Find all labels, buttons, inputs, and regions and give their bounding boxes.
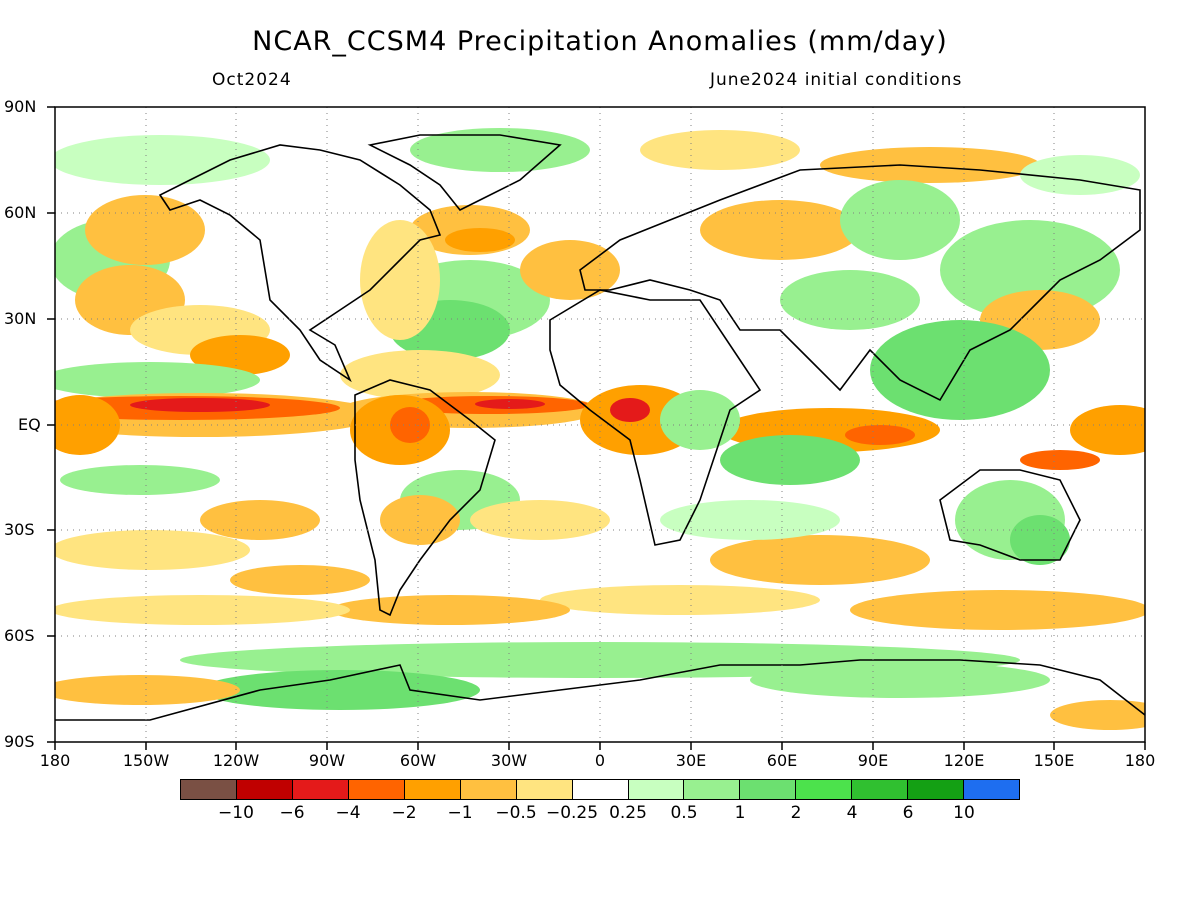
- lon-label: 180: [1124, 751, 1156, 770]
- colorbar-label: 0.25: [609, 803, 647, 823]
- colorbar-label: 10: [953, 803, 975, 823]
- colorbar-swatch: [628, 780, 685, 799]
- colorbar-swatch: [684, 780, 741, 799]
- lat-label: 90N: [4, 97, 37, 116]
- colorbar-label: 6: [902, 803, 914, 823]
- colorbar-label: −4: [335, 803, 361, 823]
- colorbar-swatch: [908, 780, 965, 799]
- lon-label: 60W: [399, 751, 437, 770]
- colorbar-swatch: [796, 780, 853, 799]
- colorbar-swatch: [404, 780, 461, 799]
- lon-label: 120E: [943, 751, 985, 770]
- colorbar-label: 1: [734, 803, 746, 823]
- colorbar-label: −6: [279, 803, 305, 823]
- map-title: NCAR_CCSM4 Precipitation Anomalies (mm/d…: [252, 26, 948, 57]
- lat-label: 30N: [4, 309, 37, 328]
- tick-marks: [47, 106, 1146, 750]
- lon-label: 0: [594, 751, 606, 770]
- colorbar-swatch: [181, 780, 237, 799]
- colorbar-swatch: [852, 780, 909, 799]
- colorbar-label: −10: [218, 803, 254, 823]
- colorbar-swatch: [740, 780, 797, 799]
- colorbar-label: −1: [447, 803, 473, 823]
- lat-label: 30S: [4, 520, 35, 539]
- colorbar-swatch: [572, 780, 629, 799]
- lon-label: 180: [39, 751, 71, 770]
- lon-label: 30E: [675, 751, 707, 770]
- colorbar: [180, 779, 1020, 800]
- lon-label: 90E: [857, 751, 889, 770]
- lon-label: 60E: [766, 751, 798, 770]
- colorbar-label: 0.5: [670, 803, 698, 823]
- lon-label: 150W: [122, 751, 170, 770]
- colorbar-label: −0.25: [545, 803, 599, 823]
- colorbar-swatch: [460, 780, 517, 799]
- colorbar-label: 2: [790, 803, 802, 823]
- colorbar-swatch: [348, 780, 405, 799]
- lat-label: 90S: [4, 732, 35, 751]
- forecast-month: Oct2024: [212, 70, 292, 90]
- coastlines: [55, 134, 1145, 721]
- lat-label: 60S: [4, 626, 35, 645]
- lon-label: 120W: [212, 751, 260, 770]
- colorbar-swatch: [516, 780, 573, 799]
- colorbar-swatch: [292, 780, 349, 799]
- colorbar-label: −0.5: [495, 803, 537, 823]
- lat-label: EQ: [18, 415, 41, 434]
- colorbar-swatch: [236, 780, 293, 799]
- lon-label: 30W: [490, 751, 528, 770]
- colorbar-swatch: [964, 780, 1020, 799]
- anomaly-field: [55, 107, 1145, 742]
- lat-label: 60N: [4, 203, 37, 222]
- colorbar-label: 4: [846, 803, 858, 823]
- lon-label: 150E: [1033, 751, 1075, 770]
- colorbar-label: −2: [391, 803, 417, 823]
- lon-label: 90W: [308, 751, 346, 770]
- initial-conditions-label: June2024 initial conditions: [710, 70, 963, 90]
